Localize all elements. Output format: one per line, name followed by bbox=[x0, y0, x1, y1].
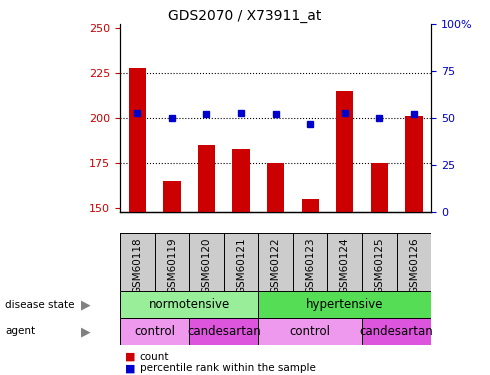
Text: ▶: ▶ bbox=[81, 325, 91, 338]
Bar bbox=[163, 181, 180, 212]
Bar bbox=[232, 149, 250, 212]
Text: count: count bbox=[140, 352, 169, 362]
Text: candesartan: candesartan bbox=[187, 325, 261, 338]
Text: normotensive: normotensive bbox=[148, 298, 230, 311]
Bar bbox=[189, 318, 258, 345]
Bar bbox=[301, 199, 319, 212]
Text: control: control bbox=[134, 325, 175, 338]
Bar bbox=[405, 116, 422, 212]
Bar bbox=[258, 291, 431, 318]
Text: ■: ■ bbox=[125, 363, 135, 373]
Text: ▶: ▶ bbox=[81, 298, 91, 311]
Bar bbox=[129, 68, 146, 212]
Text: candesartan: candesartan bbox=[360, 325, 434, 338]
Bar bbox=[198, 145, 215, 212]
Text: disease state: disease state bbox=[5, 300, 74, 309]
Bar bbox=[267, 163, 284, 212]
Text: GSM60125: GSM60125 bbox=[374, 237, 384, 294]
Text: GSM60122: GSM60122 bbox=[270, 237, 281, 294]
Bar bbox=[371, 163, 388, 212]
Text: control: control bbox=[290, 325, 331, 338]
Bar bbox=[336, 91, 353, 212]
Text: ■: ■ bbox=[125, 352, 135, 362]
Bar bbox=[120, 291, 258, 318]
Bar bbox=[258, 318, 362, 345]
Text: agent: agent bbox=[5, 327, 35, 336]
Text: hypertensive: hypertensive bbox=[306, 298, 384, 311]
Text: GSM60118: GSM60118 bbox=[132, 237, 142, 294]
Text: GSM60121: GSM60121 bbox=[236, 237, 246, 294]
Bar bbox=[362, 318, 431, 345]
Text: GSM60124: GSM60124 bbox=[340, 237, 350, 294]
Text: GSM60119: GSM60119 bbox=[167, 237, 177, 294]
Text: percentile rank within the sample: percentile rank within the sample bbox=[140, 363, 316, 373]
Text: GSM60120: GSM60120 bbox=[201, 237, 212, 294]
Text: GSM60123: GSM60123 bbox=[305, 237, 315, 294]
Text: GSM60126: GSM60126 bbox=[409, 237, 419, 294]
Bar bbox=[120, 318, 189, 345]
Text: GDS2070 / X73911_at: GDS2070 / X73911_at bbox=[168, 9, 322, 23]
